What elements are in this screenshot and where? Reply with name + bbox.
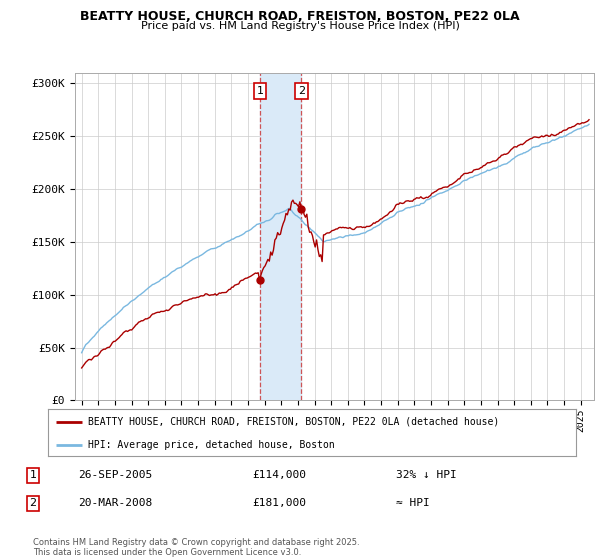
Text: 1: 1 bbox=[29, 470, 37, 480]
Text: 2: 2 bbox=[29, 498, 37, 508]
Text: 32% ↓ HPI: 32% ↓ HPI bbox=[396, 470, 457, 480]
Text: BEATTY HOUSE, CHURCH ROAD, FREISTON, BOSTON, PE22 0LA: BEATTY HOUSE, CHURCH ROAD, FREISTON, BOS… bbox=[80, 10, 520, 23]
Text: 26-SEP-2005: 26-SEP-2005 bbox=[78, 470, 152, 480]
Text: Price paid vs. HM Land Registry's House Price Index (HPI): Price paid vs. HM Land Registry's House … bbox=[140, 21, 460, 31]
Bar bbox=[260, 73, 301, 400]
Text: 1: 1 bbox=[257, 86, 263, 96]
Text: HPI: Average price, detached house, Boston: HPI: Average price, detached house, Bost… bbox=[88, 440, 334, 450]
Text: 20-MAR-2008: 20-MAR-2008 bbox=[78, 498, 152, 508]
Text: ≈ HPI: ≈ HPI bbox=[396, 498, 430, 508]
Text: BEATTY HOUSE, CHURCH ROAD, FREISTON, BOSTON, PE22 0LA (detached house): BEATTY HOUSE, CHURCH ROAD, FREISTON, BOS… bbox=[88, 417, 499, 427]
Text: 2: 2 bbox=[298, 86, 305, 96]
Text: £114,000: £114,000 bbox=[252, 470, 306, 480]
Text: £181,000: £181,000 bbox=[252, 498, 306, 508]
Text: Contains HM Land Registry data © Crown copyright and database right 2025.
This d: Contains HM Land Registry data © Crown c… bbox=[33, 538, 359, 557]
